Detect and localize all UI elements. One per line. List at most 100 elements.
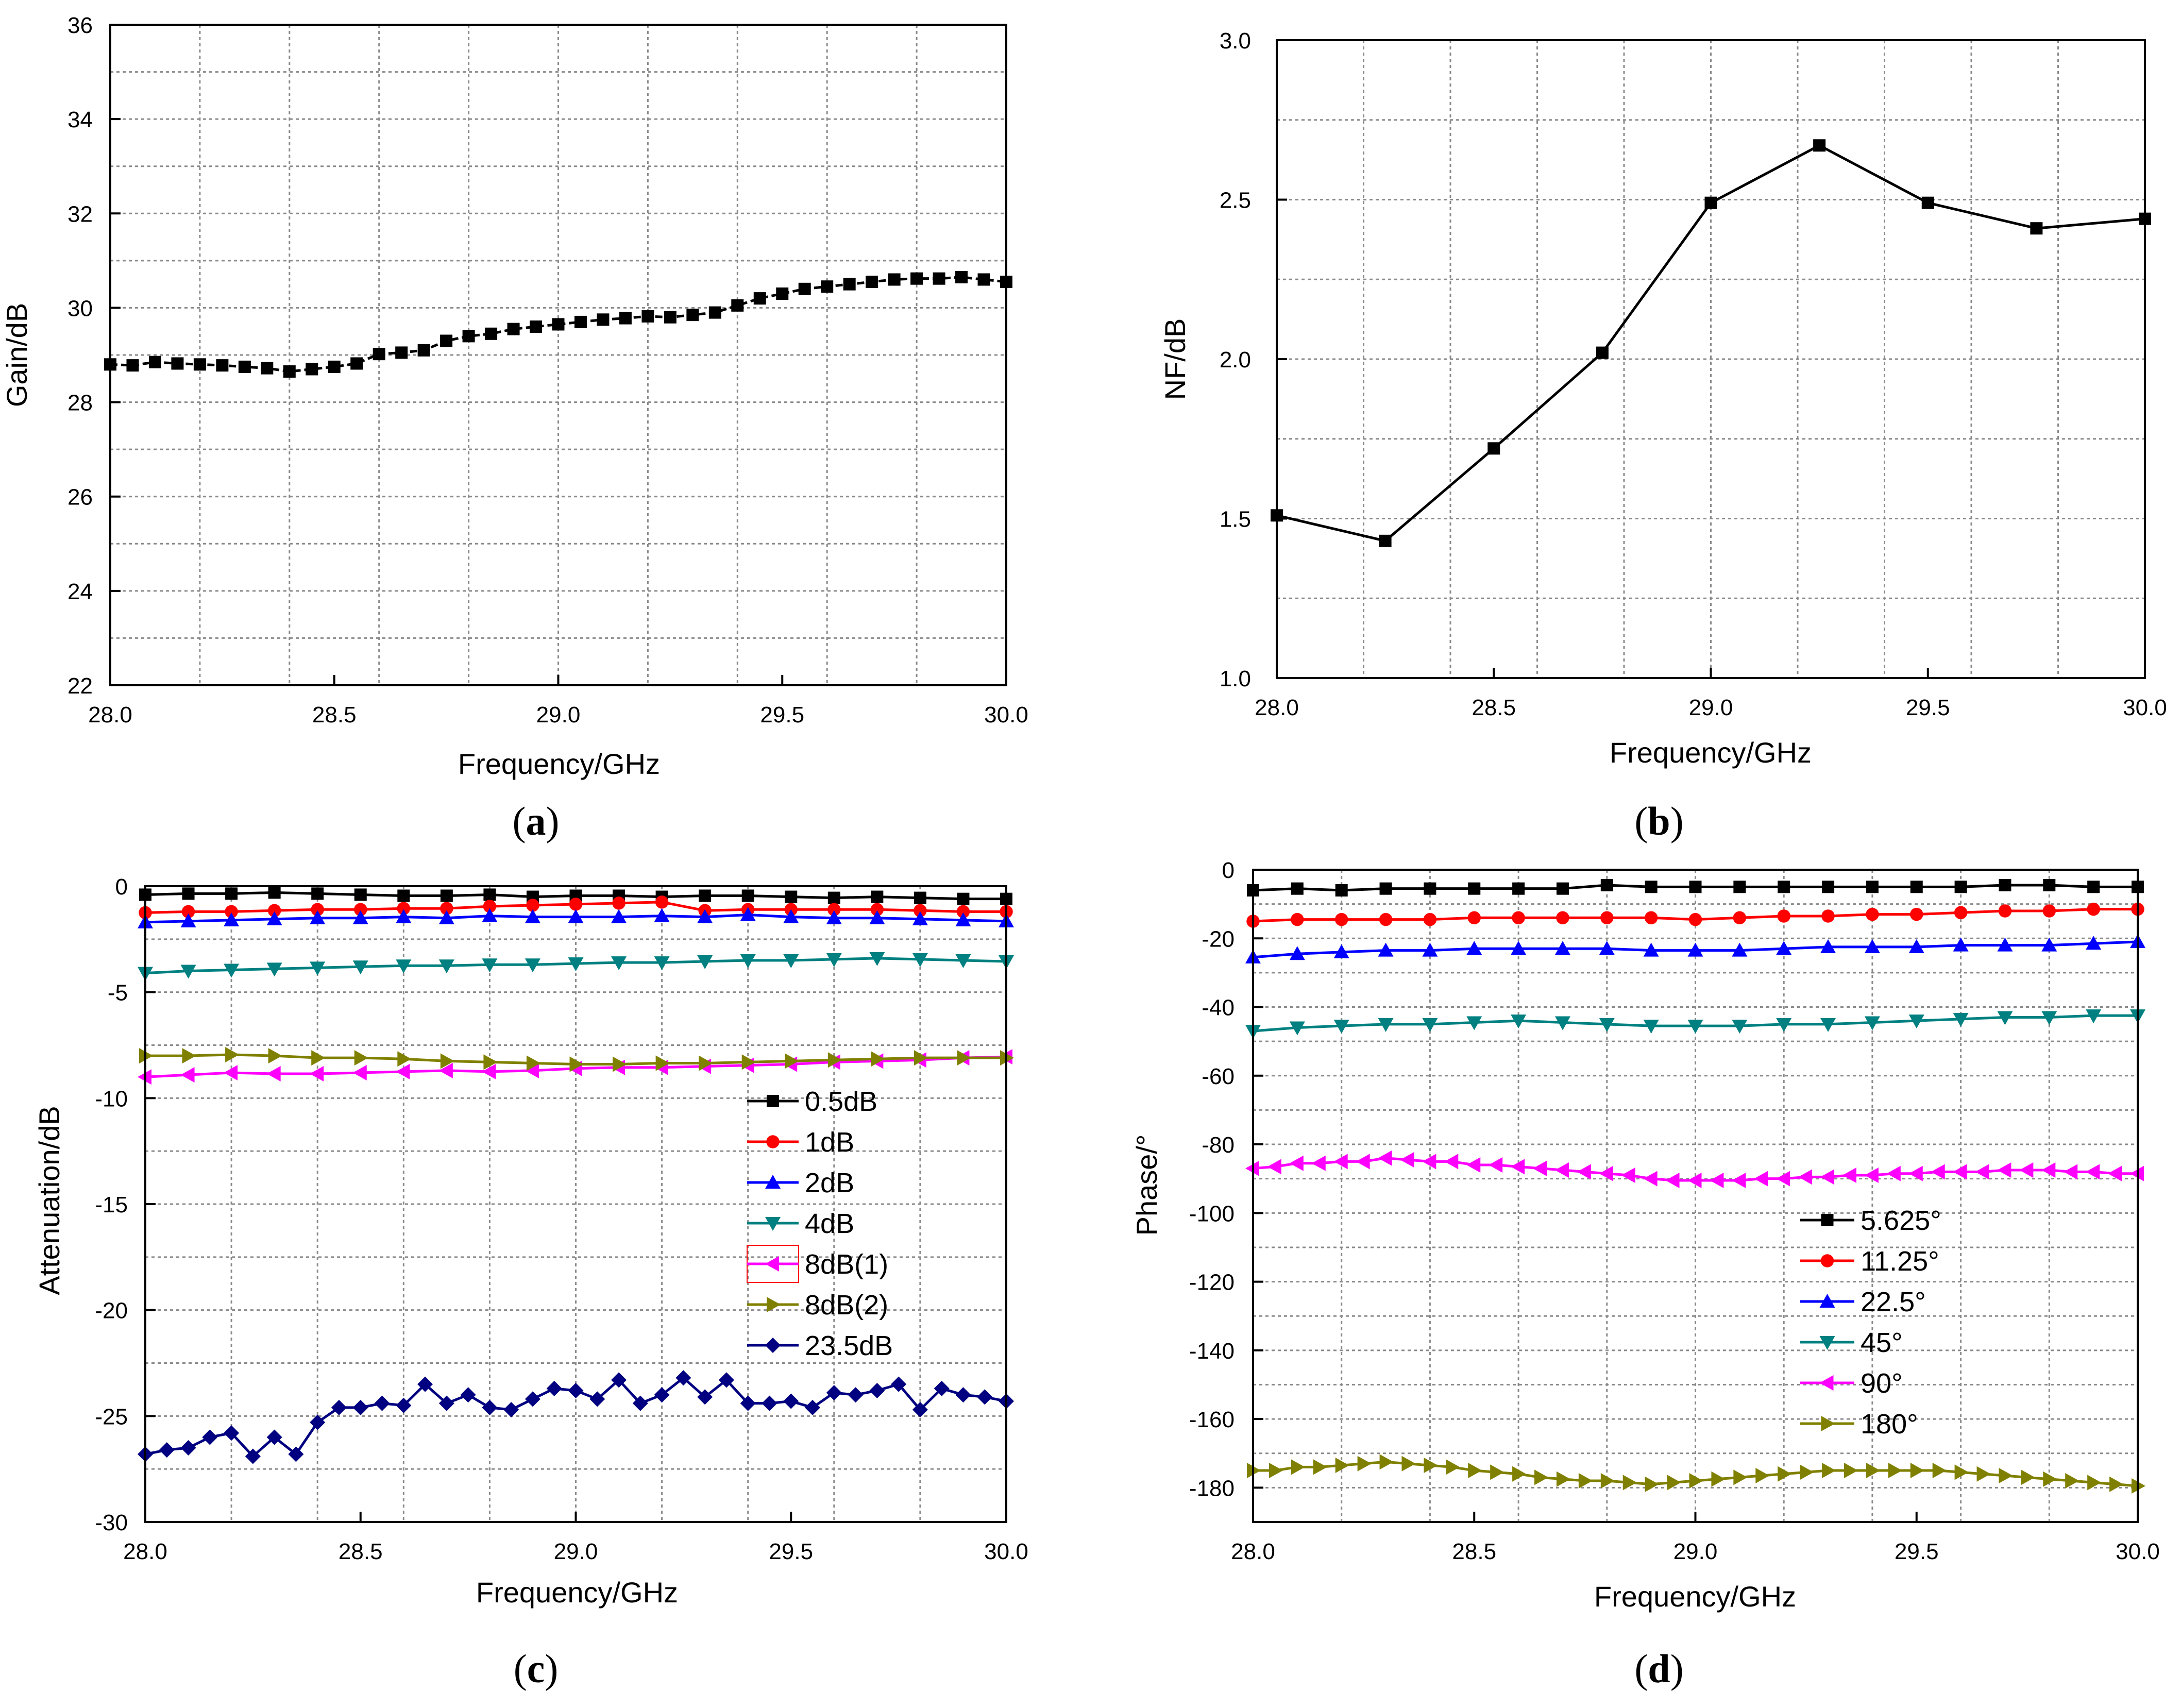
panel-c-data-point bbox=[525, 1062, 539, 1078]
panel-d-data-point bbox=[1621, 1168, 1635, 1183]
panel-d-data-point bbox=[1291, 912, 1304, 926]
panel-d-data-point bbox=[1975, 1164, 1989, 1180]
panel-c-data-point bbox=[482, 908, 498, 922]
panel-c-legend-swatch-marker bbox=[765, 1217, 781, 1231]
panel-d-data-point bbox=[1378, 1018, 1394, 1032]
panel-d-data-point bbox=[1578, 1473, 1593, 1489]
panel-d-data-point bbox=[1777, 909, 1790, 923]
panel-d-data-point bbox=[1821, 909, 1835, 923]
panel-d-data-point bbox=[1379, 1454, 1394, 1470]
panel-c-data-point bbox=[525, 958, 540, 973]
panel-d-data-point bbox=[1953, 937, 1969, 952]
panel-d-data-point bbox=[1864, 939, 1880, 953]
panel-d-data-point bbox=[1378, 942, 1394, 957]
panel-c-data-point bbox=[871, 1051, 885, 1067]
panel-a-data-point bbox=[664, 311, 677, 324]
panel-d-data-point bbox=[1357, 1456, 1372, 1472]
panel-c-data-point bbox=[525, 909, 540, 923]
panel-a-y-axis-title: Gain/dB bbox=[1, 303, 33, 407]
panel-d-data-point bbox=[1466, 1157, 1481, 1173]
panel-b-y-axis-title: NF/dB bbox=[1159, 318, 1191, 400]
panel-c-y-tick-label: -15 bbox=[95, 1192, 128, 1217]
panel-d-data-point bbox=[1512, 882, 1525, 895]
panel-c-data-point bbox=[869, 952, 885, 966]
panel-d-legend-swatch-marker bbox=[1820, 1254, 1834, 1267]
panel-d-data-point bbox=[1422, 1154, 1436, 1170]
panel-d-legend-swatch-marker bbox=[1821, 1214, 1834, 1226]
panel-c-data-point bbox=[870, 903, 884, 916]
panel-d-data-point bbox=[1446, 1459, 1460, 1475]
panel-c-data-point bbox=[827, 903, 841, 916]
panel-d-data-point bbox=[2109, 1476, 2124, 1492]
panel-d-data-point bbox=[1954, 1464, 1969, 1480]
panel-c-ticks: 28.0 28.5 29.0 29.5 30.0 -30 -25 -20 -15 -10 -5 0 bbox=[95, 874, 1028, 1564]
panel-c-data-point bbox=[675, 1370, 691, 1386]
panel-b-y-tick-label: 3.0 bbox=[1220, 28, 1251, 54]
panel-c-data-point bbox=[440, 889, 453, 902]
panel-d-legend-swatch-marker bbox=[1821, 1416, 1835, 1431]
panel-c-data-point bbox=[396, 909, 412, 923]
panel-c-data-point bbox=[440, 902, 453, 915]
panel-d-x-tick-label: 29.5 bbox=[1895, 1539, 1939, 1564]
panel-c-data-point bbox=[438, 1395, 454, 1411]
panel-d-data-point bbox=[1822, 1463, 1836, 1479]
panel-b-data-point bbox=[1813, 139, 1826, 152]
panel-c-data-point bbox=[655, 895, 669, 909]
panel-c-caption-letter: c bbox=[527, 1646, 545, 1691]
panel-d-data-point bbox=[1643, 1171, 1658, 1187]
panel-a-x-tick-label: 29.0 bbox=[536, 702, 581, 728]
panel-c-legend-swatch-marker bbox=[765, 1175, 781, 1189]
panel-c-data-point bbox=[699, 1055, 713, 1071]
panel-c-data-point bbox=[611, 956, 627, 971]
panel-c-y-tick-label: -10 bbox=[95, 1086, 128, 1111]
panel-a-data-point bbox=[955, 270, 968, 283]
panel-d-data-point bbox=[1554, 1016, 1570, 1030]
panel-a-data-point bbox=[328, 360, 341, 373]
panel-c-legend-swatch-marker bbox=[765, 1256, 779, 1272]
panel-c-data-point bbox=[740, 954, 756, 968]
panel-a-data-point bbox=[798, 282, 811, 295]
panel-d-data-point bbox=[1600, 878, 1613, 891]
panel-d-data-point bbox=[1556, 882, 1569, 895]
panel-c-data-point bbox=[914, 1050, 928, 1066]
panel-c-data-point bbox=[613, 1056, 627, 1072]
panel-d-data-point bbox=[1401, 1456, 1416, 1472]
panel-a-x-tick-label: 30.0 bbox=[984, 702, 1028, 728]
panel-d-data-point bbox=[1754, 1171, 1768, 1187]
panel-d-data-point bbox=[1689, 881, 1702, 893]
panel-d-data-point bbox=[1467, 911, 1481, 925]
panel-d-data-point bbox=[1953, 1164, 1967, 1180]
panel-d-x-axis-title: Frequency/GHz bbox=[1594, 1580, 1796, 1613]
panel-d-y-tick-label: 0 bbox=[1222, 858, 1235, 883]
panel-a-data-point bbox=[552, 318, 565, 331]
panel-d-data-point bbox=[1533, 1160, 1547, 1176]
panel-d-data-point bbox=[1820, 1169, 1835, 1185]
panel-d-data-point bbox=[1379, 912, 1393, 926]
panel-d-data-point bbox=[2019, 1162, 2034, 1178]
panel-c-data-point bbox=[352, 1399, 368, 1415]
panel-d-data-point bbox=[1512, 1466, 1527, 1482]
panel-a-caption: (a) bbox=[513, 799, 560, 843]
panel-a-data-point bbox=[283, 365, 296, 378]
panel-a-ticks: 28.0 28.5 29.0 29.5 30.0 22 24 26 28 30 32 34 36 bbox=[67, 13, 1028, 728]
panel-b-y-tick-label: 1.0 bbox=[1220, 666, 1251, 691]
panel-d-data-point bbox=[1687, 1173, 1702, 1189]
panel-c-data-point bbox=[655, 1055, 670, 1071]
panel-d-data-point bbox=[1466, 941, 1482, 955]
panel-b-y-tick-label: 2.0 bbox=[1220, 347, 1251, 373]
panel-c-x-tick-label: 29.5 bbox=[769, 1539, 813, 1564]
panel-d-x-tick-label: 29.0 bbox=[1673, 1539, 1718, 1564]
panel-d-data-point bbox=[1732, 1020, 1748, 1034]
panel-c-data-point bbox=[417, 1376, 433, 1392]
panel-c-data-point bbox=[612, 897, 625, 910]
panel-d-data-point bbox=[1997, 1011, 2013, 1025]
panel-c-data-point bbox=[288, 1446, 304, 1462]
panel-d-data-point bbox=[1689, 1473, 1703, 1489]
panel-c-data-point bbox=[589, 1391, 605, 1407]
panel-a-data-point bbox=[485, 327, 498, 340]
panel-b-data-point bbox=[1596, 346, 1609, 359]
panel-d-data-point bbox=[1645, 1476, 1659, 1492]
panel-d-ticks: 28.0 28.5 29.0 29.5 30.0 -180 -160 -140 -120 -100… bbox=[1189, 858, 2160, 1564]
panel-d-data-point bbox=[1866, 881, 1879, 893]
panel-c-data-point bbox=[438, 1062, 453, 1078]
